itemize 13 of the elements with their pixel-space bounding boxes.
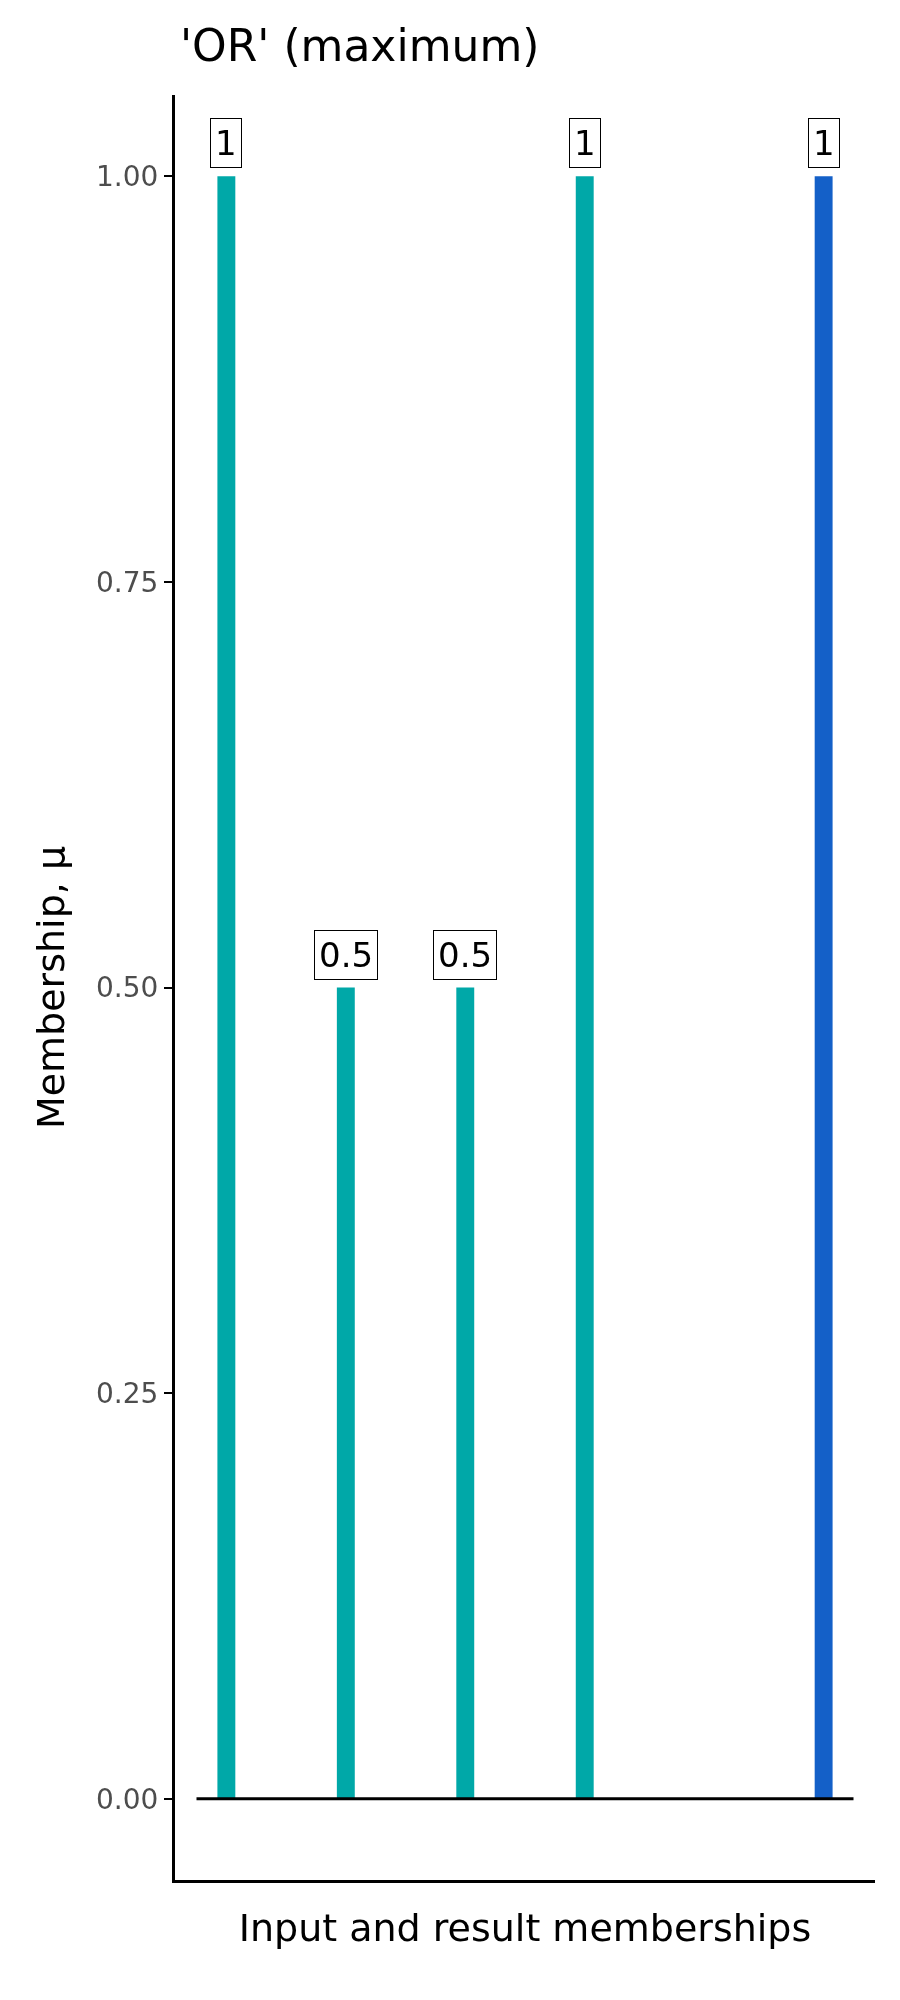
y-tick-label: 0.50: [96, 971, 159, 1005]
data-label: 1: [813, 123, 835, 163]
y-tick-label: 0.75: [96, 565, 159, 599]
y-tick-label: 0.00: [96, 1782, 159, 1816]
y-tick-label: 1.00: [96, 159, 159, 193]
y-axis-title: Membership, μ: [29, 845, 74, 1130]
data-label: 0.5: [438, 935, 493, 975]
data-label: 1: [215, 123, 237, 163]
y-tick-label: 0.25: [96, 1376, 159, 1410]
data-label: 1: [574, 123, 596, 163]
x-axis-title: Input and result memberships: [238, 1905, 812, 1950]
chart-title: 'OR' (maximum): [180, 19, 540, 71]
data-label: 0.5: [319, 935, 374, 975]
